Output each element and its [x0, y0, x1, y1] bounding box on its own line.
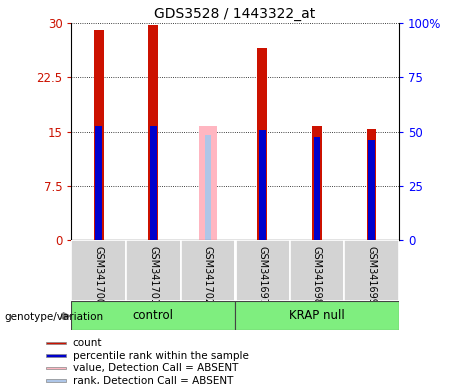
Bar: [312, 126, 322, 240]
Text: rank, Detection Call = ABSENT: rank, Detection Call = ABSENT: [72, 376, 233, 384]
Bar: [95, 126, 102, 240]
Text: GSM341700: GSM341700: [94, 246, 104, 305]
Bar: [148, 25, 158, 240]
Text: percentile rank within the sample: percentile rank within the sample: [72, 351, 248, 361]
Text: GSM341697: GSM341697: [257, 246, 267, 305]
Text: genotype/variation: genotype/variation: [5, 312, 104, 322]
Text: GSM341702: GSM341702: [203, 246, 213, 305]
Text: GSM341699: GSM341699: [366, 246, 377, 305]
Text: value, Detection Call = ABSENT: value, Detection Call = ABSENT: [72, 363, 238, 373]
Bar: [126, 240, 181, 301]
Bar: [94, 30, 104, 240]
Bar: [71, 301, 235, 330]
Bar: [235, 240, 290, 301]
Bar: [258, 48, 267, 240]
Bar: [46, 379, 66, 382]
Text: GSM341698: GSM341698: [312, 246, 322, 305]
Bar: [150, 126, 157, 240]
Bar: [199, 126, 217, 240]
Title: GDS3528 / 1443322_at: GDS3528 / 1443322_at: [154, 7, 316, 21]
Bar: [46, 342, 66, 344]
Text: GSM341701: GSM341701: [148, 246, 158, 305]
Bar: [368, 140, 375, 240]
Bar: [366, 129, 376, 240]
Bar: [205, 135, 211, 240]
FancyArrow shape: [62, 313, 70, 319]
Bar: [46, 367, 66, 369]
Bar: [344, 240, 399, 301]
Bar: [181, 240, 235, 301]
Bar: [290, 240, 344, 301]
Text: control: control: [133, 310, 174, 322]
Bar: [313, 137, 320, 240]
Bar: [46, 354, 66, 357]
Bar: [259, 130, 266, 240]
Bar: [71, 240, 126, 301]
Bar: [235, 301, 399, 330]
Text: KRAP null: KRAP null: [289, 310, 345, 322]
Text: count: count: [72, 338, 102, 348]
